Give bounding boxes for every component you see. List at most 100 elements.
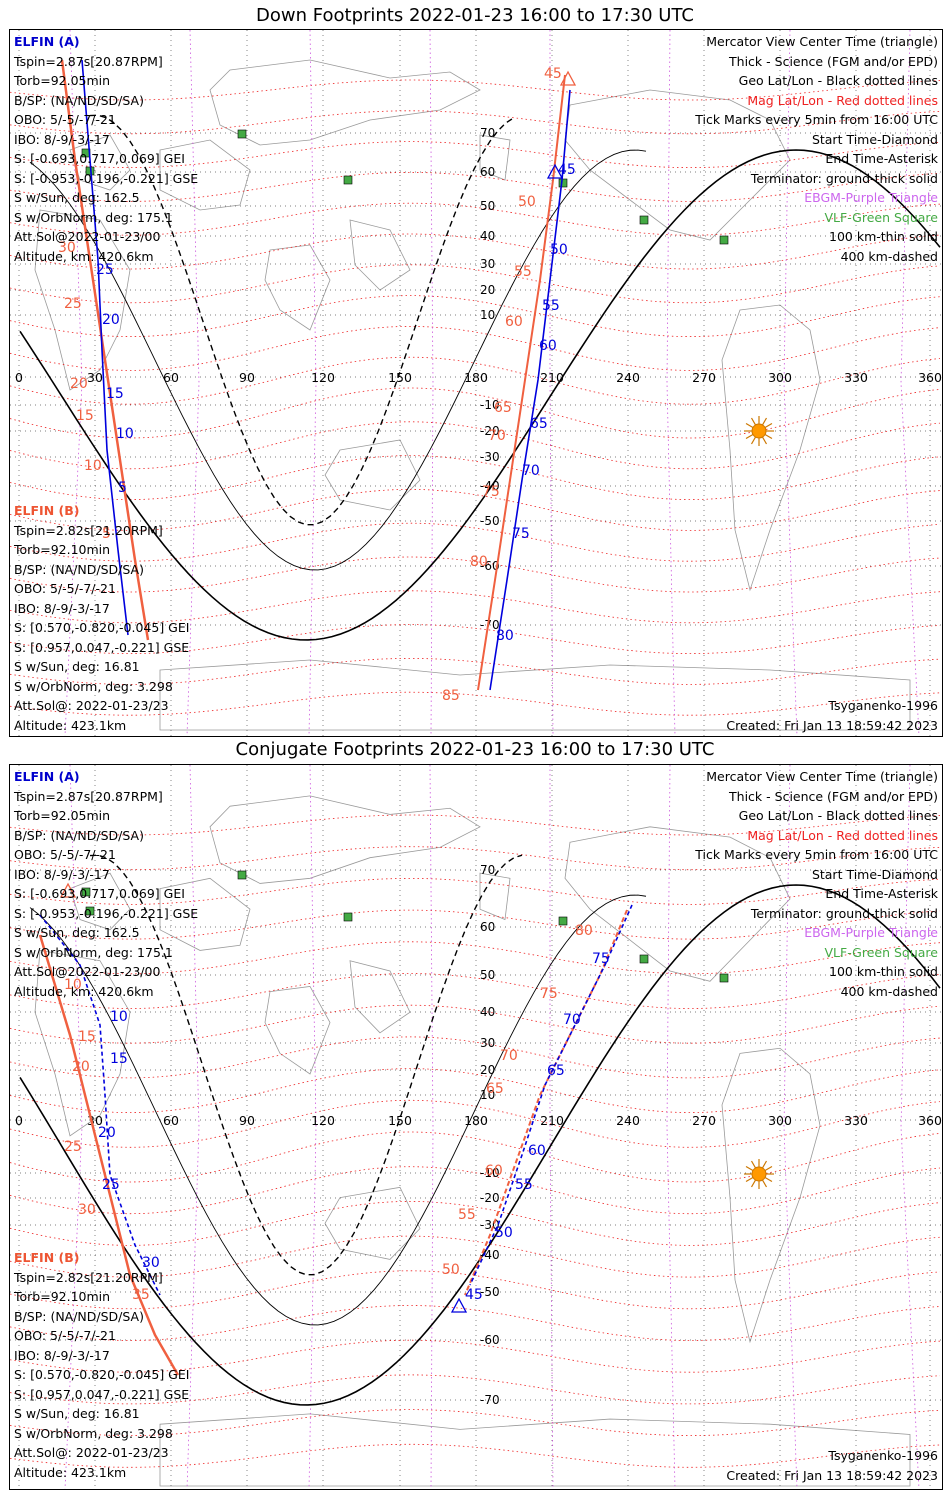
info-line: S w/OrbNorm, deg: 3.298 bbox=[14, 678, 173, 694]
mag-latitude-line bbox=[10, 1004, 941, 1044]
info-line: IBO: 8/-9/-3/-17 bbox=[14, 600, 110, 616]
elfin-b-time-tick: 35 bbox=[132, 1287, 150, 1303]
elfin-b-time-tick: 30 bbox=[58, 240, 76, 256]
mag-latitude-line bbox=[10, 1305, 941, 1341]
land-outline bbox=[349, 960, 411, 1034]
info-line: S w/Sun, deg: 162.5 bbox=[14, 925, 140, 940]
vlf-station-marker bbox=[343, 912, 353, 922]
lon-tick-label: 90 bbox=[239, 370, 255, 385]
terminator-line bbox=[19, 149, 941, 641]
mag-latitude-line bbox=[10, 658, 941, 685]
elfin-a-time-tick: 5 bbox=[118, 480, 127, 496]
elfin-b-time-tick: 50 bbox=[442, 1262, 460, 1278]
vlf-station-marker bbox=[639, 954, 649, 964]
lon-tick-label: 180 bbox=[464, 370, 488, 385]
mag-latitude-line bbox=[10, 1068, 941, 1114]
mag-latitude-line bbox=[10, 1339, 941, 1373]
elfin-a-time-tick: 55 bbox=[515, 1177, 533, 1193]
elfin-b-time-tick: 50 bbox=[518, 194, 536, 210]
sun-ray bbox=[745, 433, 754, 440]
legend-item: Start Time-Diamond bbox=[811, 131, 938, 147]
vlf-station-marker bbox=[81, 887, 91, 897]
altitude-100km-line bbox=[29, 149, 647, 571]
lat-tick-label: -50 bbox=[480, 514, 500, 528]
elfin-b-time-tick: 15 bbox=[78, 1029, 96, 1045]
land-outline bbox=[264, 986, 331, 1075]
info-line: Att.Sol@: 2022-01-23/23 bbox=[14, 1445, 169, 1460]
info-line: S: [0.957,0.047,-0.221] GSE bbox=[14, 1386, 190, 1402]
elfin-a-time-tick: 60 bbox=[528, 1143, 546, 1159]
info-line: Torb=92.10min bbox=[14, 1289, 111, 1304]
lat-tick-label: -60 bbox=[480, 1333, 500, 1347]
info-line: S: [-0.953,-0.196,-0.221] GSE bbox=[14, 170, 199, 186]
lon-tick-label: 300 bbox=[768, 370, 792, 385]
elfin-a-track bbox=[489, 89, 571, 691]
sun-ray bbox=[745, 1176, 754, 1183]
elfin-b-time-tick: 30 bbox=[78, 1202, 96, 1218]
vlf-station-marker bbox=[237, 870, 247, 880]
vlf-station-marker bbox=[719, 973, 729, 983]
info-line: B/SP: (NA/ND/SD/SA) bbox=[14, 92, 144, 108]
lon-tick-label: 60 bbox=[163, 1113, 179, 1128]
elfin-b-time-tick: 5 bbox=[102, 526, 111, 542]
panel-2-title: Conjugate Footprints 2022-01-23 16:00 to… bbox=[235, 739, 715, 760]
lon-tick-label: 270 bbox=[692, 370, 716, 385]
map-canvas: 0 30 60 90 120 150 180 210 240 270 300 330 360 70 60 50… bbox=[10, 765, 942, 1489]
mag-latitude-line bbox=[10, 556, 941, 593]
elfin-b-time-tick: 20 bbox=[72, 1059, 90, 1075]
vlf-station-marker bbox=[558, 916, 568, 926]
map-canvas: 0 30 60 90 120 150 180 210 240 270 300 330 360 70 60 50… bbox=[10, 30, 942, 736]
lat-tick-label: -10 bbox=[480, 398, 500, 412]
mag-latitude-line bbox=[10, 941, 941, 975]
mag-latitude-line bbox=[10, 624, 941, 654]
legend-item: Mercator View Center Time (triangle) bbox=[706, 34, 938, 49]
lon-tick-label: 150 bbox=[388, 370, 412, 385]
info-line: Torb=92.05min bbox=[14, 808, 111, 823]
legend-item: Geo Lat/Lon - Black dotted lines bbox=[738, 808, 938, 823]
legend-item: Tick Marks every 5min from 16:00 UTC bbox=[695, 847, 938, 862]
info-line: OBO: 5/-5/-7/-21 bbox=[14, 112, 116, 127]
info-line: S: [-0.953,-0.196,-0.221] GSE bbox=[14, 905, 199, 921]
mag-meridian bbox=[783, 30, 798, 736]
elfin-b-time-tick: 55 bbox=[514, 264, 532, 280]
lat-tick-label: 30 bbox=[480, 257, 495, 271]
lat-tick-label: -20 bbox=[480, 424, 500, 438]
mag-meridian bbox=[900, 765, 920, 1489]
elfin-b-center-triangle bbox=[59, 882, 77, 898]
info-line: S w/OrbNorm, deg: 3.298 bbox=[14, 1425, 173, 1441]
mag-latitude-line bbox=[10, 1374, 941, 1405]
legend-item: EBGM-Purple Triangle bbox=[804, 925, 938, 940]
elfin-a-time-tick: 45 bbox=[465, 1287, 483, 1303]
info-line: S: [0.570,-0.820,-0.045] GEI bbox=[14, 1367, 190, 1382]
mag-latitude-line bbox=[10, 295, 941, 338]
sun-ray bbox=[761, 1160, 768, 1169]
elfin-b-time-tick: 80 bbox=[470, 554, 488, 570]
elfin-b-time-tick: 10 bbox=[64, 977, 82, 993]
mag-meridian bbox=[429, 765, 434, 1489]
elfin-a-time-tick: 60 bbox=[539, 338, 557, 354]
mag-meridian bbox=[308, 765, 317, 1489]
lat-tick-label: -20 bbox=[480, 1191, 500, 1205]
legend-item: Thick - Science (FGM and/or EPD) bbox=[729, 788, 938, 804]
mag-latitude-line bbox=[10, 590, 941, 624]
legend-item: Terminator: ground-thick solid bbox=[750, 170, 938, 186]
lat-tick-label: 70 bbox=[480, 126, 495, 140]
mag-meridian bbox=[549, 765, 554, 1489]
lat-tick-label: 60 bbox=[480, 165, 495, 179]
info-line: IBO: 8/-9/-3/-17 bbox=[14, 866, 110, 882]
info-line: Att.Sol@2022-01-23/00 bbox=[14, 229, 161, 244]
elfin-b-time-tick: 70 bbox=[488, 428, 506, 444]
info-line: IBO: 8/-9/-3/-17 bbox=[14, 131, 110, 147]
sun-ray bbox=[750, 417, 757, 426]
land-outline bbox=[479, 872, 511, 921]
vlf-station-marker bbox=[237, 129, 247, 139]
elfin-b-track bbox=[60, 59, 150, 641]
legend-item: VLF-Green Square bbox=[824, 209, 938, 225]
legend: Mercator View Center Time (triangle) Thi… bbox=[695, 32, 938, 266]
lon-tick-label: 150 bbox=[388, 1113, 412, 1128]
land-outline bbox=[324, 1186, 421, 1260]
elfin-b-time-tick: 20 bbox=[70, 376, 88, 392]
lat-tick-label: 20 bbox=[480, 283, 495, 297]
sun-ray bbox=[764, 422, 773, 429]
land-outline bbox=[564, 826, 791, 982]
